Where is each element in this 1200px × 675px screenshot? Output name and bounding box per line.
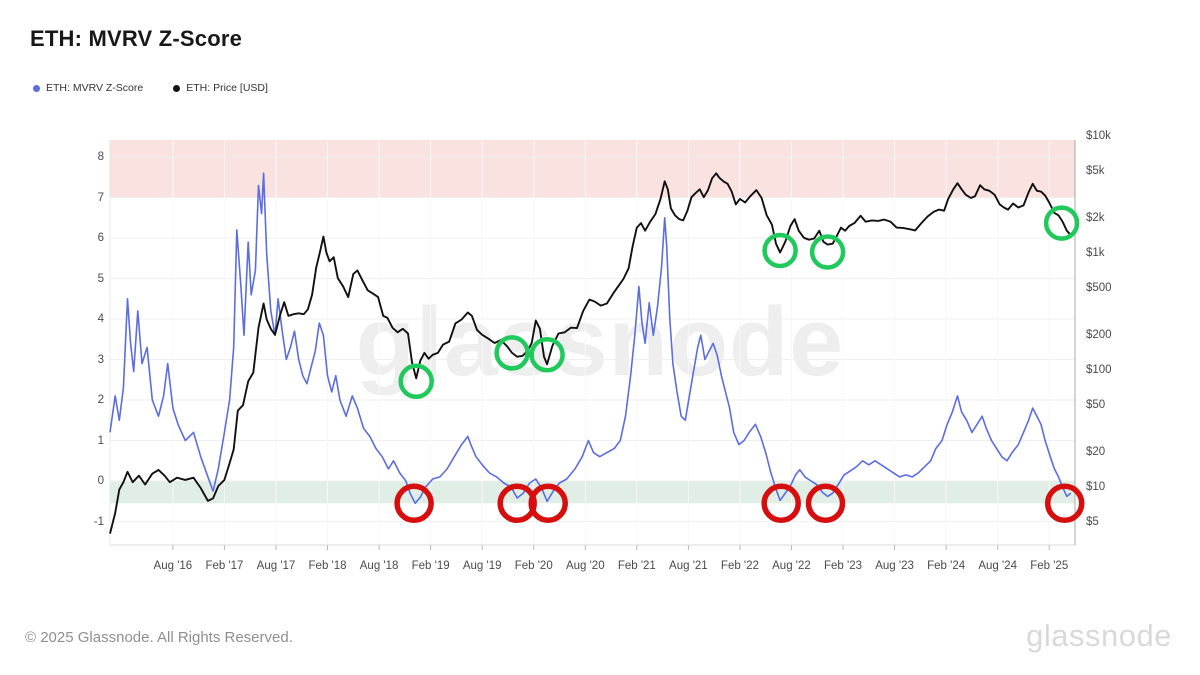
copyright-text: © 2025 Glassnode. All Rights Reserved. <box>25 629 293 646</box>
page-title: ETH: MVRV Z-Score <box>30 26 243 51</box>
red-circle-marker <box>761 483 801 524</box>
red-circle-marker <box>394 483 434 524</box>
green-circle-marker <box>1043 205 1080 241</box>
red-circle-marker <box>528 483 568 524</box>
mvrv-zscore-line <box>109 172 1072 505</box>
legend-item-price[interactable]: ETH: Price [USD] <box>173 82 268 94</box>
legend-label-mvrv: ETH: MVRV Z-Score <box>46 82 144 94</box>
red-circle-marker <box>497 483 537 524</box>
green-circle-marker <box>494 335 530 371</box>
green-circle-marker <box>762 232 798 269</box>
green-circle-marker <box>529 337 565 373</box>
red-circle-marker <box>805 483 846 524</box>
green-circle-marker <box>398 363 434 400</box>
legend-dot-icon-price <box>173 84 181 92</box>
eth-price-line <box>109 172 1072 534</box>
band-undervalued-zone <box>110 481 1075 504</box>
legend: ETH: MVRV Z-Score ETH: Price [USD] <box>33 82 268 94</box>
band-overvalued-zone <box>110 140 1075 198</box>
legend-label-price: ETH: Price [USD] <box>186 82 268 94</box>
green-circle-marker <box>809 234 846 270</box>
red-circle-marker <box>1044 483 1085 524</box>
glassnode-logo: glassnode <box>1026 618 1172 653</box>
legend-item-mvrv-zscore[interactable]: ETH: MVRV Z-Score <box>33 82 143 94</box>
legend-dot-icon-mvrv <box>33 84 40 92</box>
